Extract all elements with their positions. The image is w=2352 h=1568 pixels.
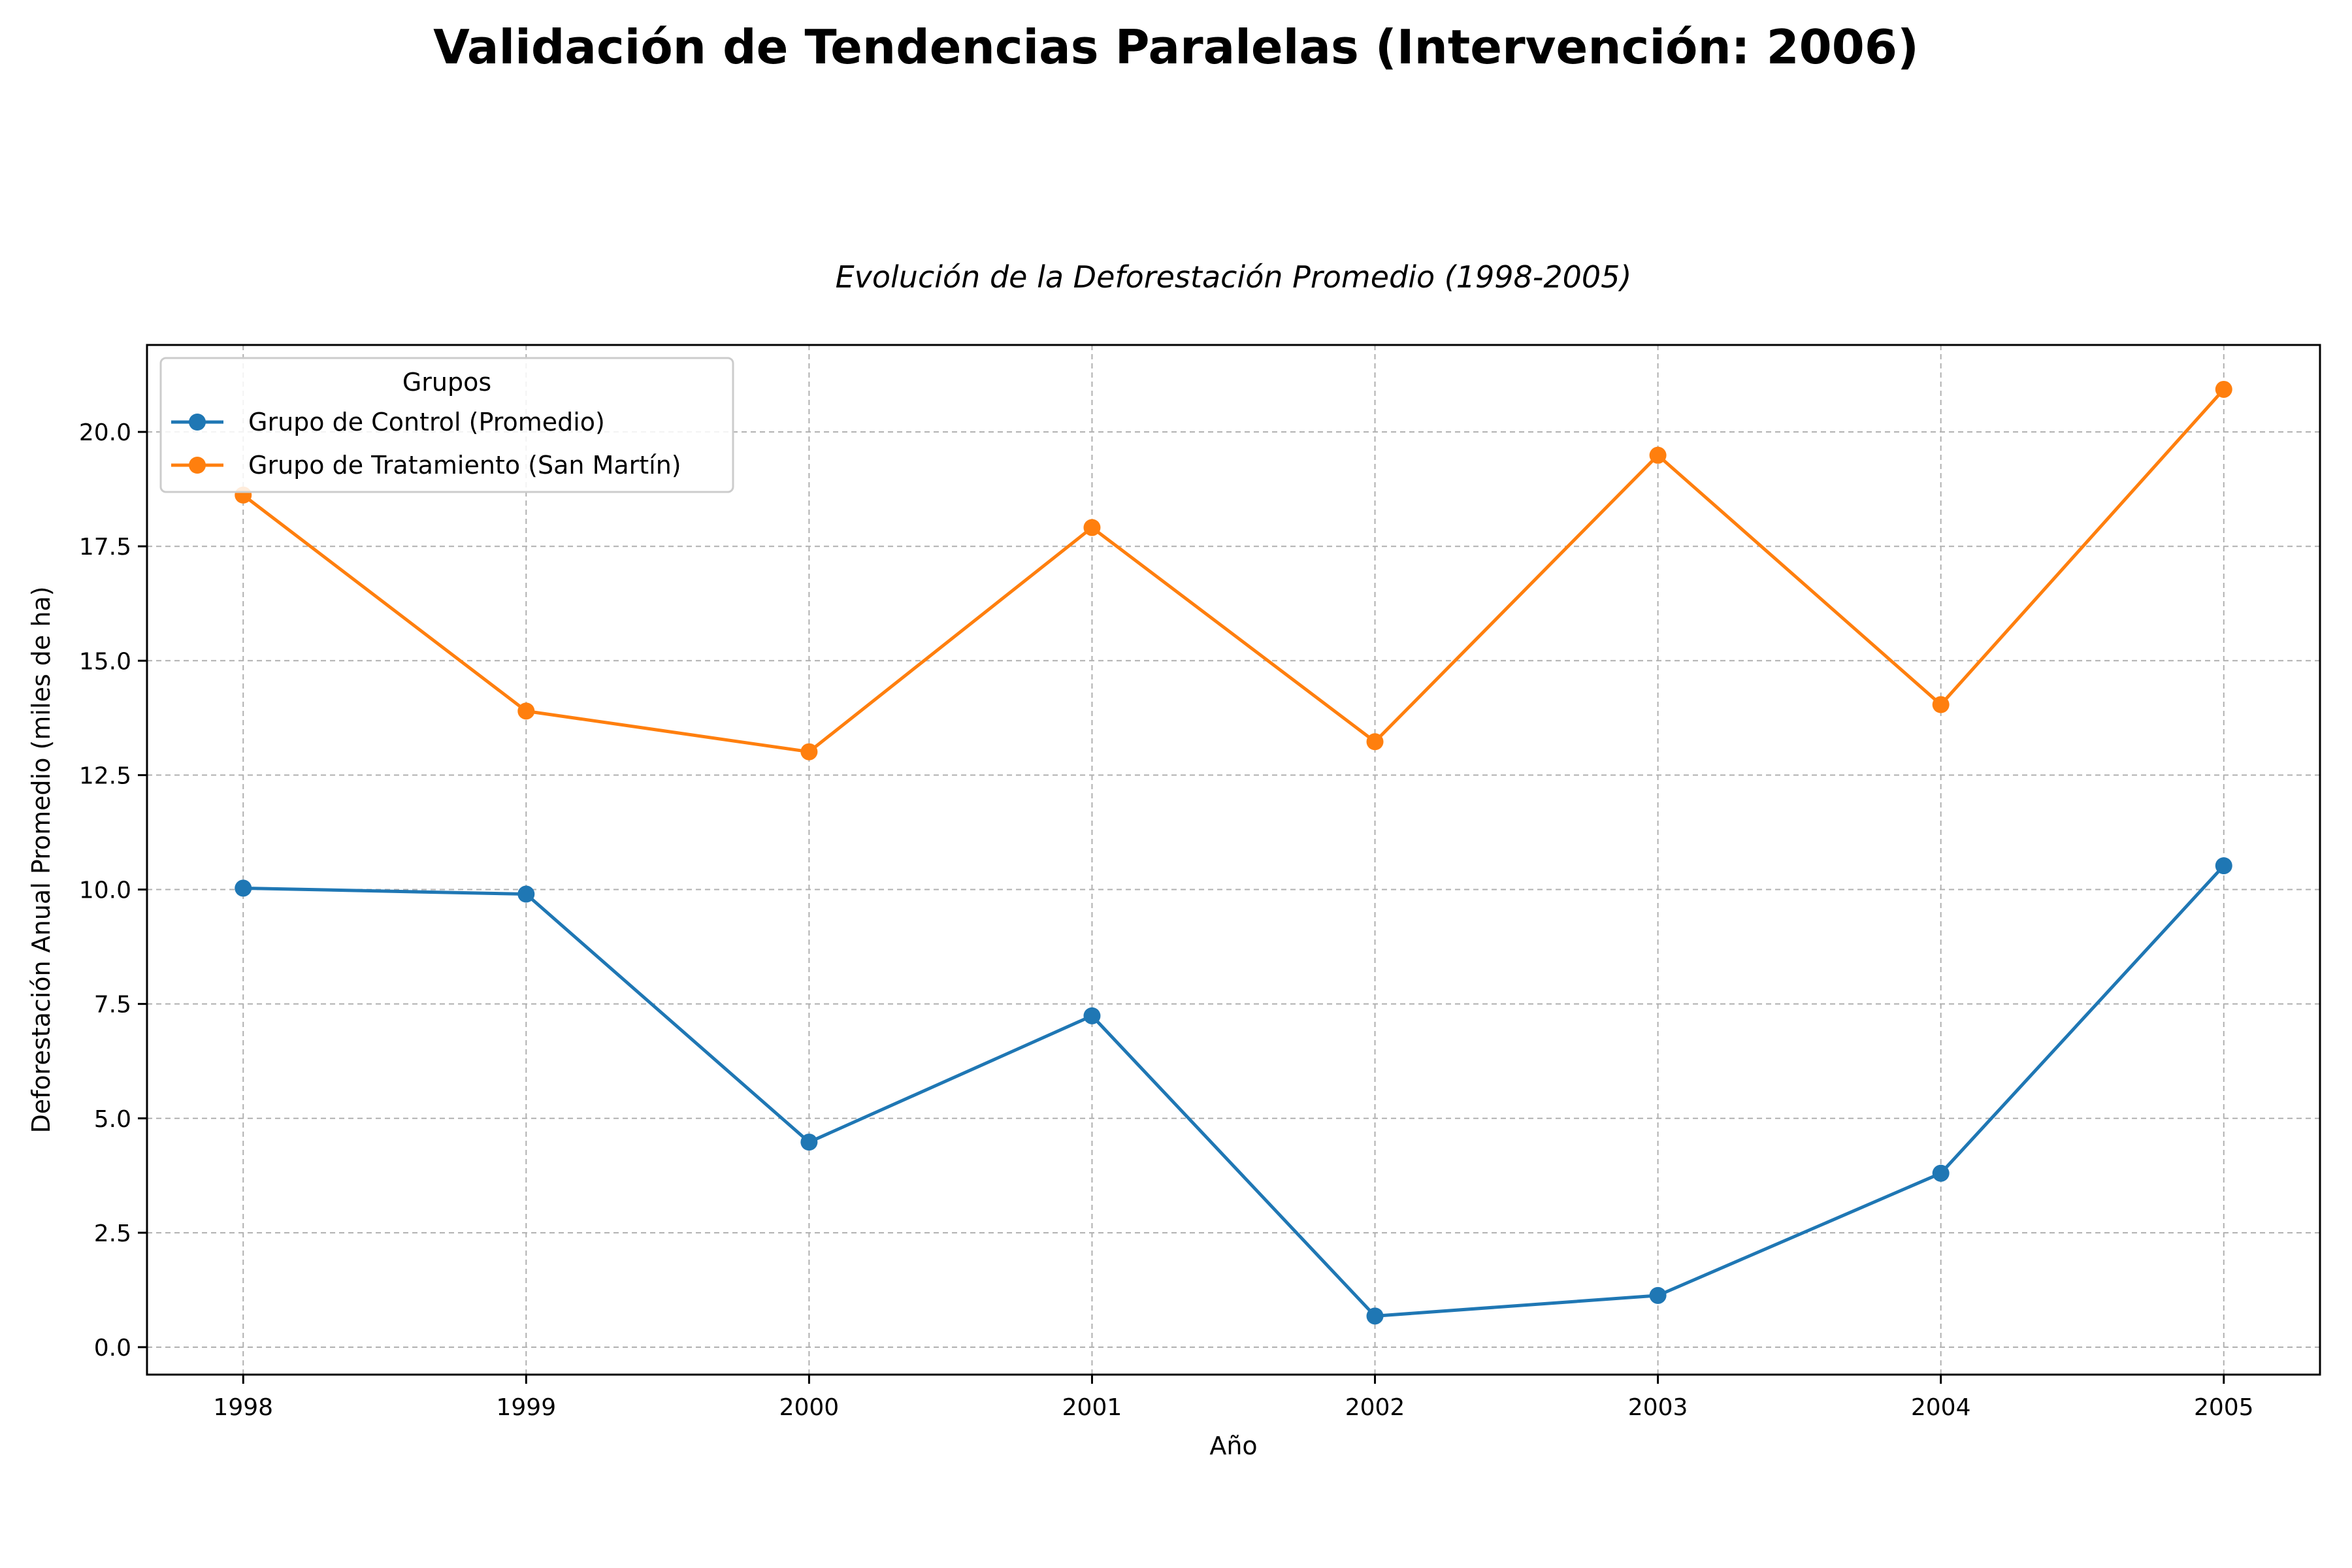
data-point: [1932, 1164, 1950, 1182]
y-axis-label: Deforestación Anual Promedio (miles de h…: [27, 586, 56, 1133]
data-point: [1083, 519, 1101, 536]
data-point: [1649, 1286, 1667, 1304]
y-tick-label: 5.0: [94, 1106, 131, 1133]
y-tick-label: 20.0: [79, 419, 131, 446]
data-point: [1649, 446, 1667, 464]
legend-box: [159, 357, 734, 493]
series-line-2: [242, 388, 2225, 754]
figure-title: Validación de Tendencias Paralelas (Inte…: [433, 20, 1919, 74]
data-point: [2215, 380, 2232, 398]
legend-marker: [189, 457, 206, 474]
series-line-1: [243, 864, 2225, 1318]
x-tick-label: 2000: [779, 1394, 840, 1421]
data-point: [1932, 696, 1950, 713]
data-point: [800, 1134, 818, 1151]
data-point: [800, 743, 818, 760]
x-axis: 1998 1999 2000 2001 2002 2003 2004 2005: [213, 1375, 2254, 1421]
data-point: [1083, 1007, 1101, 1024]
y-tick-label: 12.5: [79, 762, 131, 789]
data-point: [517, 702, 535, 720]
x-tick-label: 2001: [1062, 1394, 1122, 1421]
x-tick-label: 1998: [213, 1394, 273, 1421]
data-point: [2215, 857, 2232, 875]
x-tick-label: 2004: [1911, 1394, 1971, 1421]
legend-label: Grupo de Tratamiento (San Martín): [248, 451, 681, 480]
y-tick-label: 10.0: [79, 877, 131, 904]
y-tick-label: 17.5: [79, 534, 131, 561]
y-tick-label: 2.5: [94, 1220, 131, 1247]
grid: [147, 345, 2320, 1375]
x-tick-label: 2002: [1345, 1394, 1405, 1421]
data-point: [1366, 733, 1384, 751]
data-point: [235, 879, 252, 897]
series-group: [235, 380, 2232, 1325]
y-tick-label: 15.0: [79, 648, 131, 675]
y-axis: 0.0 2.5 5.0 7.5 10.0 12.5 15.0 17.5 20.0: [79, 419, 147, 1362]
x-tick-label: 2005: [2194, 1394, 2254, 1421]
y-tick-label: 7.5: [94, 992, 131, 1019]
legend-marker: [189, 414, 206, 431]
legend-label: Grupo de Control (Promedio): [248, 408, 605, 436]
legend: Grupos Grupo de Control (Promedio) Grupo …: [159, 357, 734, 493]
x-axis-label: Año: [1209, 1431, 1257, 1460]
plot-frame: [146, 344, 2321, 1376]
y-tick-label: 0.0: [94, 1335, 131, 1362]
x-tick-label: 1999: [497, 1394, 557, 1421]
x-tick-label: 2003: [1628, 1394, 1688, 1421]
chart-subtitle: Evolución de la Deforestación Promedio (…: [836, 259, 1632, 295]
data-point: [1366, 1307, 1384, 1325]
legend-title: Grupos: [402, 368, 491, 397]
data-point: [517, 885, 535, 903]
